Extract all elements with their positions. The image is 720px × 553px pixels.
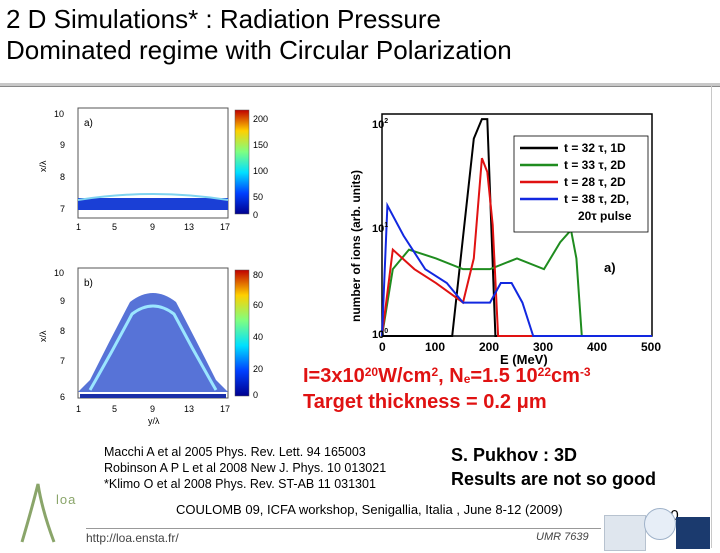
spectrum-panel-label: a) xyxy=(604,260,616,275)
density-unit-exponent: -3 xyxy=(579,365,591,379)
panel-a-xtick: 1 xyxy=(76,222,81,232)
spectrum-series-0 xyxy=(382,118,652,337)
ensta-logo xyxy=(676,517,710,549)
conference-footer: COULOMB 09, ICFA workshop, Senigallia, I… xyxy=(176,502,563,517)
panel-a-cbar-tick: 50 xyxy=(253,192,263,202)
density-panel-a: a) 10 9 8 7 1 5 9 13 17 x/λ 200 150 100 … xyxy=(30,100,280,260)
spectrum-series-1 xyxy=(381,227,652,337)
legend-label: t = 28 τ, 2D xyxy=(564,175,626,189)
panel-b-ytick: 8 xyxy=(60,326,65,336)
polytechnique-logo xyxy=(604,515,646,551)
panel-a-cbar-tick: 100 xyxy=(253,166,268,176)
pukhov-note: S. Pukhov : 3D Results are not so good xyxy=(451,443,656,491)
panel-a-ytick: 8 xyxy=(60,172,65,182)
intensity-exponent: 20 xyxy=(364,365,379,379)
spectrum-series-group xyxy=(381,118,652,337)
spectrum-xtick: 300 xyxy=(533,340,553,354)
panel-b-xtick: 1 xyxy=(76,404,81,414)
spectrum-xtick: 0 xyxy=(379,340,386,354)
density-value: =1.5 10 xyxy=(470,365,538,387)
spectrum-ytick-100: 102 xyxy=(372,118,388,131)
panel-a-xtick: 13 xyxy=(184,222,194,232)
legend-label: t = 33 τ, 2D xyxy=(564,158,626,172)
spectrum-ytick-1: 100 xyxy=(372,328,388,341)
panel-a-cbar-tick: 150 xyxy=(253,140,268,150)
panel-b-cbar-tick: 20 xyxy=(253,364,263,374)
intensity-unit: W/cm xyxy=(378,365,432,387)
panel-b-ylabel: x/λ xyxy=(38,330,48,342)
spectrum-x-ticks: 0 100 200 300 400 500 xyxy=(379,340,661,354)
spectrum-xtick: 200 xyxy=(479,340,499,354)
legend-label: t = 38 τ, 2D, xyxy=(564,192,629,206)
panel-b-xtick: 9 xyxy=(150,404,155,414)
spectrum-ytick-10: 101 xyxy=(372,222,388,235)
panel-b-xlabel: y/λ xyxy=(148,416,160,426)
target-thickness: Target thickness = 0.2 μm xyxy=(303,391,547,413)
spectrum-xtick: 100 xyxy=(425,340,445,354)
panel-a-ytick: 9 xyxy=(60,140,65,150)
panel-b-cbar-tick: 80 xyxy=(253,270,263,280)
spectrum-legend: t = 32 τ, 1D t = 33 τ, 2D t = 28 τ, 2D t = … xyxy=(513,135,649,233)
panel-b-ytick: 10 xyxy=(54,268,64,278)
panel-a-cbar-tick: 0 xyxy=(253,210,258,220)
reference-item: Robinson A P L et al 2008 New J. Phys. 1… xyxy=(104,461,387,475)
references: Macchi A et al 2005 Phys. Rev. Lett. 94 … xyxy=(104,444,386,492)
panel-b-cbar-tick: 40 xyxy=(253,332,263,342)
slide-title: 2 D Simulations* : Radiation Pressure Do… xyxy=(6,4,716,66)
spectrum-ylabel: number of ions (arb. units) xyxy=(349,170,363,322)
right-divider xyxy=(711,86,712,548)
panel-b-xtick: 5 xyxy=(112,404,117,414)
panel-a-label: a) xyxy=(84,118,93,129)
lab-url[interactable]: http://loa.ensta.fr/ xyxy=(86,531,179,545)
reference-item: Macchi A et al 2005 Phys. Rev. Lett. 94 … xyxy=(104,445,366,459)
panel-a-xtick: 9 xyxy=(150,222,155,232)
panel-b-ytick: 7 xyxy=(60,356,65,366)
pukhov-line-2: Results are not so good xyxy=(451,469,657,489)
spectrum-xtick: 500 xyxy=(641,340,661,354)
spectrum-series-3 xyxy=(381,201,652,337)
panel-b-cbar-tick: 60 xyxy=(253,300,263,310)
density-separator: , N xyxy=(438,365,464,387)
pukhov-line-1: S. Pukhov : 3D xyxy=(451,445,578,465)
legend-label: 20τ pulse xyxy=(578,209,632,223)
panel-a-xtick: 17 xyxy=(220,222,230,232)
density-unit: cm xyxy=(551,365,580,387)
title-line-2: Dominated regime with Circular Polarizat… xyxy=(6,35,512,65)
panel-a-cbar-tick: 200 xyxy=(253,114,268,124)
spectrum-xtick: 400 xyxy=(587,340,607,354)
density-panel-b: b) 10 9 8 7 6 1 5 9 13 17 y/λ x/λ 80 60 … xyxy=(30,262,280,427)
panel-a-xtick: 5 xyxy=(112,222,117,232)
density-exponent: 22 xyxy=(537,365,552,379)
panel-b-xtick: 13 xyxy=(184,404,194,414)
title-line-1: 2 D Simulations* : Radiation Pressure xyxy=(6,4,441,34)
reference-item: *Klimo O et al 2008 Phys. Rev. ST-AB 11 … xyxy=(104,477,376,491)
spectrum-xlabel: E (MeV) xyxy=(500,352,548,367)
panel-b-xtick: 17 xyxy=(220,404,230,414)
loa-logo xyxy=(18,480,58,549)
legend-label: t = 32 τ, 1D xyxy=(564,141,626,155)
panel-a-ylabel: x/λ xyxy=(38,160,48,172)
footer-divider xyxy=(86,528,601,529)
panel-b-ytick: 9 xyxy=(60,296,65,306)
panel-b-cbar-tick: 0 xyxy=(253,390,258,400)
spectrum-series-2 xyxy=(381,157,652,337)
ion-spectrum-chart: 0 100 200 300 400 500 102 101 100 number of i… xyxy=(338,110,668,368)
title-divider xyxy=(0,83,720,87)
umr-code: UMR 7639 xyxy=(536,531,589,543)
panel-a-ytick: 7 xyxy=(60,204,65,214)
density-subscript: e xyxy=(463,372,471,386)
cnrs-logo xyxy=(644,508,676,540)
panel-b-label: b) xyxy=(84,278,93,289)
panel-b-ytick: 6 xyxy=(60,392,65,402)
loa-logo-text: loa xyxy=(56,492,77,507)
panel-a-ytick: 10 xyxy=(54,109,64,119)
intensity-unit-exponent: 2 xyxy=(431,365,439,379)
intensity-prefix: I=3x10 xyxy=(303,365,365,387)
laser-parameters: I=3x1020W/cm2, Ne=1.5 1022cm-3 xyxy=(303,364,591,389)
